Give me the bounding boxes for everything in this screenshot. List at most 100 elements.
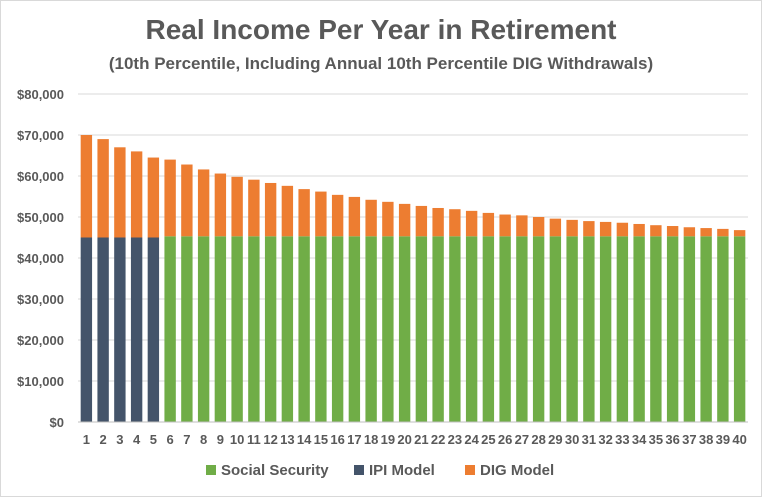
bar-dig-model <box>650 225 662 237</box>
bar-dig-model <box>248 179 260 237</box>
legend-swatch <box>354 465 364 475</box>
bar-social-security <box>465 236 478 422</box>
x-tick-label: 30 <box>565 432 579 447</box>
bar-dig-model <box>348 196 361 237</box>
bar-dig-model <box>449 209 461 237</box>
x-tick-label: 32 <box>598 432 612 447</box>
bar-social-security <box>248 236 260 422</box>
x-tick-label: 31 <box>582 432 596 447</box>
x-tick-label: 9 <box>217 432 224 447</box>
chart-subtitle: (10th Percentile, Including Annual 10th … <box>108 54 654 73</box>
bar-ipi-model <box>97 237 109 422</box>
x-tick-label: 26 <box>498 432 512 447</box>
bar-social-security <box>666 236 679 422</box>
legend-label: Social Security <box>221 462 329 479</box>
bar-dig-model <box>633 223 645 237</box>
bar-dig-model <box>599 221 612 237</box>
bar-social-security <box>348 236 361 422</box>
bar-dig-model <box>717 228 729 237</box>
bar-social-security <box>415 236 428 422</box>
y-tick-label: $40,000 <box>17 251 64 266</box>
x-tick-label: 21 <box>414 432 428 447</box>
bar-dig-model <box>264 182 277 237</box>
bar-dig-model <box>281 185 294 237</box>
x-tick-label: 39 <box>716 432 730 447</box>
bar-dig-model <box>130 151 143 238</box>
y-tick-label: $60,000 <box>17 169 64 184</box>
bar-social-security <box>398 236 411 422</box>
bar-social-security <box>566 236 578 422</box>
bar-dig-model <box>733 230 746 237</box>
bar-social-security <box>583 236 595 422</box>
bar-dig-model <box>315 191 327 237</box>
bar-dig-model <box>80 135 93 238</box>
bar-dig-model <box>331 194 344 237</box>
x-tick-label: 5 <box>150 432 157 447</box>
bar-social-security <box>181 236 193 422</box>
bar-dig-model <box>532 217 545 237</box>
bar-dig-model <box>197 169 210 237</box>
bar-dig-model <box>164 159 176 237</box>
x-tick-label: 40 <box>732 432 746 447</box>
x-tick-label: 14 <box>297 432 312 447</box>
x-tick-label: 8 <box>200 432 207 447</box>
bar-dig-model <box>683 227 696 237</box>
bar-social-security <box>449 236 461 422</box>
x-tick-label: 19 <box>381 432 395 447</box>
bar-social-security <box>365 236 377 422</box>
bar-ipi-model <box>147 237 160 422</box>
x-tick-label: 34 <box>632 432 647 447</box>
x-tick-label: 35 <box>649 432 663 447</box>
bar-social-security <box>499 236 511 422</box>
bar-dig-model <box>700 228 712 237</box>
bar-dig-model <box>482 212 495 237</box>
bar-social-security <box>683 236 696 422</box>
bar-dig-model <box>516 215 528 237</box>
bar-social-security <box>650 236 662 422</box>
y-tick-label: $20,000 <box>17 333 64 348</box>
bar-social-security <box>616 236 629 422</box>
y-tick-label: $70,000 <box>17 128 64 143</box>
x-tick-label: 17 <box>347 432 361 447</box>
bar-dig-model <box>432 207 444 237</box>
x-tick-label: 2 <box>100 432 107 447</box>
bar-dig-model <box>382 201 394 237</box>
legend-label: DIG Model <box>480 462 554 479</box>
bar-dig-model <box>214 173 227 237</box>
legend-swatch <box>465 465 475 475</box>
x-tick-label: 13 <box>280 432 294 447</box>
bar-dig-model <box>114 147 126 238</box>
bar-dig-model <box>97 139 109 238</box>
y-tick-label: $50,000 <box>17 210 64 225</box>
x-tick-label: 29 <box>548 432 562 447</box>
bar-social-security <box>298 236 310 422</box>
legend-label: IPI Model <box>369 462 435 479</box>
x-tick-label: 37 <box>682 432 696 447</box>
x-tick-label: 20 <box>397 432 411 447</box>
x-tick-label: 11 <box>247 432 261 447</box>
x-tick-label: 27 <box>515 432 529 447</box>
bar-social-security <box>532 236 545 422</box>
x-tick-label: 3 <box>116 432 123 447</box>
legend-swatch <box>206 465 216 475</box>
x-tick-label: 23 <box>448 432 462 447</box>
x-tick-label: 28 <box>531 432 545 447</box>
bar-dig-model <box>415 205 428 237</box>
chart-title: Real Income Per Year in Retirement <box>145 14 617 45</box>
x-tick-label: 15 <box>314 432 328 447</box>
bar-dig-model <box>583 221 595 237</box>
bar-social-security <box>599 236 612 422</box>
y-tick-label: $0 <box>50 415 64 430</box>
x-tick-label: 33 <box>615 432 629 447</box>
bar-ipi-model <box>114 237 126 422</box>
x-tick-label: 18 <box>364 432 378 447</box>
x-tick-label: 24 <box>464 432 479 447</box>
x-tick-label: 6 <box>167 432 174 447</box>
bar-dig-model <box>566 219 578 237</box>
y-tick-label: $30,000 <box>17 292 64 307</box>
bar-dig-model <box>616 222 629 237</box>
bar-social-security <box>482 236 495 422</box>
x-tick-label: 12 <box>263 432 277 447</box>
bar-social-security <box>633 236 645 422</box>
